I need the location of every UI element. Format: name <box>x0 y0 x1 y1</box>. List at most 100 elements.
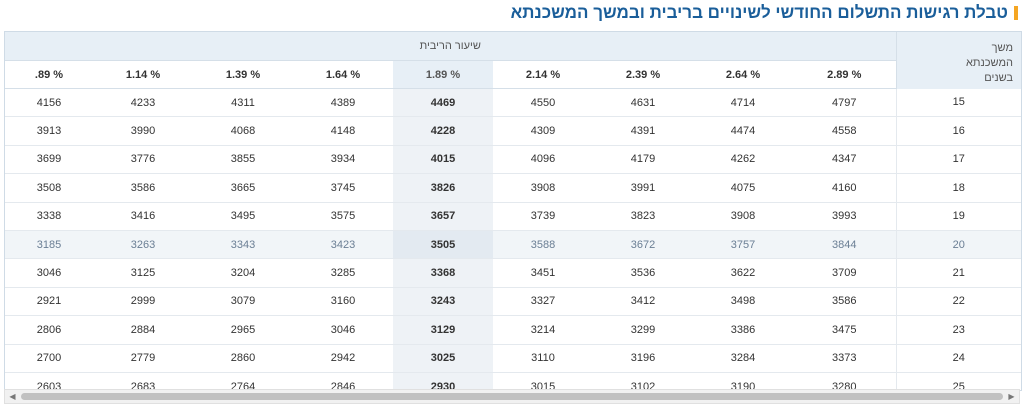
payment-cell: 4262 <box>693 145 793 175</box>
duration-cell: 22 <box>895 287 1021 317</box>
duration-cell: 20 <box>895 230 1021 260</box>
rate-header-cell: 2.89 % <box>793 60 897 89</box>
payment-cell: 3908 <box>693 202 793 231</box>
payment-cell: 3622 <box>693 258 793 288</box>
payment-cell: 2779 <box>93 344 193 373</box>
sensitivity-table-container: שיעור הריבית משך המשכנתא בשנים .89 % 1.14… <box>4 31 1022 391</box>
payment-cell: 3495 <box>193 202 293 231</box>
payment-cell: 3588 <box>493 230 593 260</box>
payment-cell: 4714 <box>693 88 793 118</box>
payment-cell: 3913 <box>5 116 93 146</box>
payment-cell: 3475 <box>793 315 897 345</box>
rate-header-cell: 1.14 % <box>93 60 193 89</box>
payment-cell: 3079 <box>193 287 293 317</box>
payment-cell: 3373 <box>793 344 897 373</box>
payment-cell: 2999 <box>93 287 193 317</box>
payment-cell: 4233 <box>93 88 193 118</box>
payment-cell: 2700 <box>5 344 93 373</box>
payment-cell: 3709 <box>793 258 897 288</box>
payment-cell: 4148 <box>293 116 393 146</box>
table-row: 4156 4233 4311 4389 4469 4550 4631 4714 4797 15 <box>5 88 1021 118</box>
payment-cell: 3745 <box>293 173 393 203</box>
payment-cell: 3015 <box>493 372 593 390</box>
duration-cell: 23 <box>895 315 1021 345</box>
table-row: 2700 2779 2860 2942 3025 3110 3196 3284 3373 24 <box>5 344 1021 373</box>
payment-cell: 3284 <box>693 344 793 373</box>
title-accent-bar <box>1014 6 1018 20</box>
table-body: 4156 4233 4311 4389 4469 4550 4631 4714 4797 15 39… <box>5 88 1021 390</box>
payment-cell: 3536 <box>593 258 693 288</box>
payment-cell: 3214 <box>493 315 593 345</box>
title-row: טבלת רגישות התשלום החודשי לשינויים בריבי… <box>511 0 1018 26</box>
payment-cell: 3338 <box>5 202 93 231</box>
payment-cell: 4015 <box>393 145 493 175</box>
table-row: 3508 3586 3665 3745 3826 3908 3991 4075 4160 18 <box>5 173 1021 203</box>
payment-cell: 4631 <box>593 88 693 118</box>
payment-cell: 3757 <box>693 230 793 260</box>
payment-cell: 4075 <box>693 173 793 203</box>
rate-header-cell: 2.14 % <box>493 60 593 89</box>
payment-cell: 3844 <box>793 230 897 260</box>
payment-cell: 3826 <box>393 173 493 203</box>
payment-cell: 3451 <box>493 258 593 288</box>
table-row: 3046 3125 3204 3285 3368 3451 3536 3622 3709 21 <box>5 258 1021 288</box>
payment-cell: 3855 <box>193 145 293 175</box>
payment-cell: 3129 <box>393 315 493 345</box>
payment-cell: 4558 <box>793 116 897 146</box>
duration-cell: 24 <box>895 344 1021 373</box>
payment-cell: 4469 <box>393 88 493 118</box>
duration-cell: 15 <box>895 88 1021 118</box>
payment-cell: 3739 <box>493 202 593 231</box>
payment-cell: 2683 <box>93 372 193 390</box>
payment-cell: 2930 <box>393 372 493 390</box>
duration-header-line-3: בשנים <box>984 72 1014 84</box>
payment-cell: 3699 <box>5 145 93 175</box>
payment-cell: 3110 <box>493 344 593 373</box>
duration-cell: 25 <box>895 372 1021 390</box>
scroll-left-icon[interactable]: ◀ <box>9 392 16 401</box>
payment-cell: 4797 <box>793 88 897 118</box>
payment-cell: 3505 <box>393 230 493 260</box>
payment-cell: 3586 <box>93 173 193 203</box>
payment-cell: 3575 <box>293 202 393 231</box>
payment-cell: 3776 <box>93 145 193 175</box>
payment-cell: 3196 <box>593 344 693 373</box>
duration-cell: 21 <box>895 258 1021 288</box>
duration-header-line-2: המשכנתא <box>966 57 1014 69</box>
payment-cell: 3204 <box>193 258 293 288</box>
payment-cell: 2921 <box>5 287 93 317</box>
payment-cell: 3665 <box>193 173 293 203</box>
rate-header-cell: 1.39 % <box>193 60 293 89</box>
payment-cell: 3508 <box>5 173 93 203</box>
rate-header-cell: .89 % <box>5 60 93 89</box>
payment-cell: 4068 <box>193 116 293 146</box>
rate-header-cell: 1.64 % <box>293 60 393 89</box>
payment-cell: 4474 <box>693 116 793 146</box>
payment-cell: 4391 <box>593 116 693 146</box>
payment-cell: 3285 <box>293 258 393 288</box>
table-row: 3913 3990 4068 4148 4228 4309 4391 4474 4558 16 <box>5 116 1021 146</box>
payment-cell: 4309 <box>493 116 593 146</box>
payment-cell: 2764 <box>193 372 293 390</box>
payment-cell: 3416 <box>93 202 193 231</box>
payment-cell: 3586 <box>793 287 897 317</box>
table-row: 3699 3776 3855 3934 4015 4096 4179 4262 4347 17 <box>5 145 1021 175</box>
rate-header-cell: 2.39 % <box>593 60 693 89</box>
payment-cell: 4179 <box>593 145 693 175</box>
payment-cell: 4550 <box>493 88 593 118</box>
table-row: 3338 3416 3495 3575 3657 3739 3823 3908 3993 19 <box>5 202 1021 231</box>
page-title: טבלת רגישות התשלום החודשי לשינויים בריבי… <box>510 3 1008 22</box>
scroll-right-icon[interactable]: ▶ <box>1008 392 1015 401</box>
horizontal-scrollbar[interactable]: ◀ ▶ <box>4 389 1020 404</box>
duration-cell: 18 <box>895 173 1021 203</box>
payment-cell: 2860 <box>193 344 293 373</box>
sensitivity-table: שיעור הריבית משך המשכנתא בשנים .89 % 1.14… <box>5 32 1021 390</box>
payment-cell: 4311 <box>193 88 293 118</box>
scrollbar-thumb[interactable] <box>21 393 1003 400</box>
payment-cell: 3823 <box>593 202 693 231</box>
payment-cell: 3412 <box>593 287 693 317</box>
payment-cell: 3343 <box>193 230 293 260</box>
payment-cell: 4228 <box>393 116 493 146</box>
payment-cell: 4160 <box>793 173 897 203</box>
rate-header-cell: 2.64 % <box>693 60 793 89</box>
